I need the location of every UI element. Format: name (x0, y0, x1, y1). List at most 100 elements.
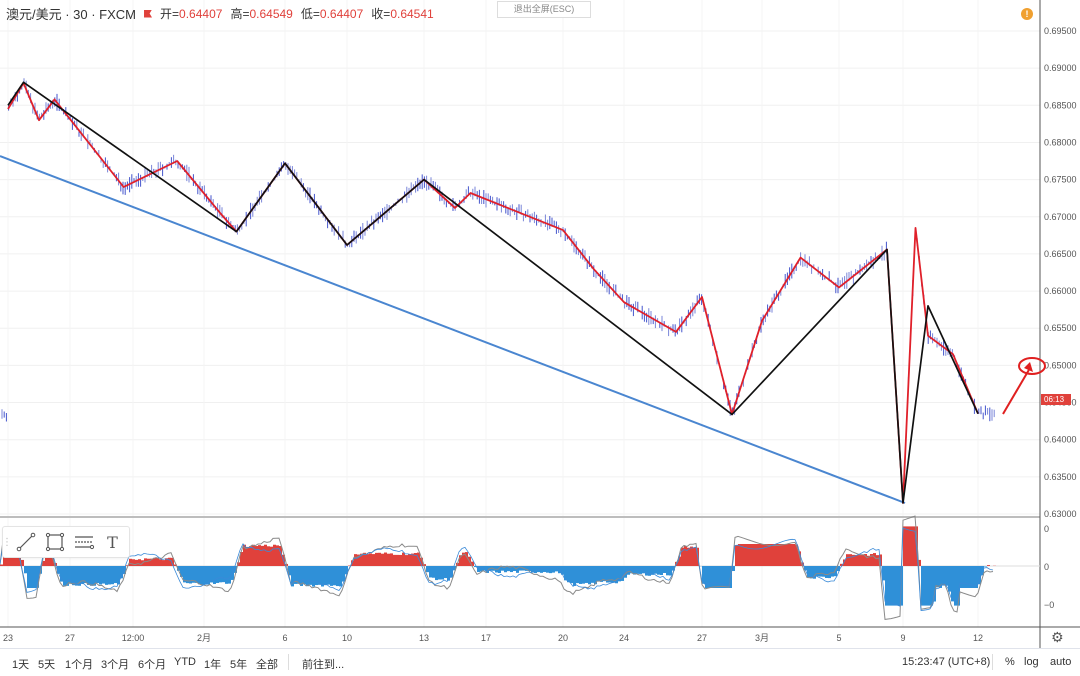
histogram-bar (930, 566, 933, 606)
histogram-bar (96, 566, 99, 583)
clock-timezone[interactable]: 15:23:47 (UTC+8) (902, 656, 990, 668)
histogram-bar (855, 555, 858, 566)
histogram-bar (573, 566, 576, 586)
histogram-bar (156, 558, 159, 566)
histogram-bar (396, 555, 399, 566)
histogram-bar (27, 566, 30, 588)
range-3m-button[interactable]: 3个月 (101, 656, 129, 672)
indicator-tick-label: 0 (1044, 524, 1049, 534)
histogram-bar (90, 566, 93, 586)
histogram-bar (621, 566, 624, 581)
price-tick-label: 0.63000 (1044, 509, 1077, 519)
price-tick-label: 0.66500 (1044, 249, 1077, 259)
histogram-bar (162, 560, 165, 566)
symbol-name[interactable]: 澳元/美元 · 30 · FXCM (6, 4, 136, 23)
histogram-bar (333, 566, 336, 585)
histogram-bar (549, 566, 552, 573)
histogram-bar (546, 566, 549, 573)
histogram-bar (987, 565, 990, 566)
range-ytd-button[interactable]: YTD (174, 656, 196, 668)
price-tick-label: 0.65500 (1044, 323, 1077, 333)
histogram-bar (117, 566, 120, 584)
histogram-bar (897, 566, 900, 606)
range-1m-button[interactable]: 1个月 (65, 656, 93, 672)
price-tick-label: 0.68000 (1044, 137, 1077, 147)
range-5d-button[interactable]: 5天 (38, 656, 55, 672)
time-tick-label: 2月 (197, 633, 211, 643)
percent-toggle[interactable]: % (1005, 656, 1015, 668)
rectangle-tool[interactable] (40, 528, 69, 556)
log-toggle[interactable]: log (1024, 656, 1039, 668)
time-tick-label: 12 (973, 633, 983, 643)
histogram-bar (324, 566, 327, 585)
grip-handle-icon[interactable]: ⋮ (3, 527, 11, 557)
histogram-bar (273, 545, 276, 566)
histogram-bar (99, 566, 102, 585)
histogram-bar (375, 553, 378, 566)
histogram-bar (336, 566, 339, 586)
price-tick-label: 0.69500 (1044, 26, 1077, 36)
goto-date-button[interactable]: 前往到... (302, 656, 344, 672)
range-1y-button[interactable]: 1年 (204, 656, 221, 672)
close-label: 收 (371, 7, 383, 21)
price-chart[interactable]: 0.695000.690000.685000.680000.675000.670… (0, 0, 1080, 648)
histogram-bar (330, 566, 333, 586)
histogram-bar (219, 566, 222, 582)
text-tool[interactable]: T (98, 528, 127, 556)
histogram-bar (261, 546, 264, 566)
trend-line-tool[interactable] (11, 528, 40, 556)
histogram-bar (33, 566, 36, 588)
range-6m-button[interactable]: 6个月 (138, 656, 166, 672)
histogram-bar (258, 545, 261, 566)
histogram-bar (315, 566, 318, 585)
auto-toggle[interactable]: auto (1050, 656, 1071, 668)
histogram-bar (894, 566, 897, 606)
histogram-bar (924, 566, 927, 606)
histogram-bar (669, 566, 672, 576)
histogram-bar (264, 545, 267, 566)
histogram-bar (135, 560, 138, 566)
histogram-bar (216, 566, 219, 583)
price-tick-label: 0.64000 (1044, 435, 1077, 445)
histogram-bar (660, 566, 663, 575)
histogram-bar (657, 566, 660, 575)
range-5y-button[interactable]: 5年 (230, 656, 247, 672)
time-tick-label: 23 (3, 633, 13, 643)
histogram-bar (972, 566, 975, 588)
time-tick-label: 12:00 (122, 633, 145, 643)
histogram-bar (201, 566, 204, 585)
histogram-bar (876, 555, 879, 566)
histogram-bar (588, 566, 591, 584)
alert-icon[interactable]: ! (1021, 8, 1033, 20)
histogram-bar (735, 546, 738, 566)
histogram-bar (312, 566, 315, 587)
exit-fullscreen-button[interactable]: 退出全屏(ESC) (497, 1, 591, 18)
histogram-bar (576, 566, 579, 583)
price-countdown-text: 06:13 (1044, 395, 1065, 404)
histogram-bar (147, 559, 150, 566)
time-tick-label: 3月 (755, 633, 769, 643)
histogram-bar (267, 546, 270, 566)
histogram-bar (885, 566, 888, 606)
low-value: 0.64407 (320, 7, 363, 21)
range-1d-button[interactable]: 1天 (12, 656, 29, 672)
histogram-bar (927, 566, 930, 606)
time-tick-label: 24 (619, 633, 629, 643)
histogram-bar (816, 566, 819, 576)
histogram-bar (441, 566, 444, 579)
settings-gear-icon[interactable]: ⚙ (1051, 629, 1064, 646)
histogram-bar (339, 566, 342, 586)
parallel-channel-tool[interactable] (69, 528, 98, 556)
drawing-toolbar: ⋮ T (2, 526, 130, 558)
range-all-button[interactable]: 全部 (256, 656, 278, 672)
bottom-toolbar: 1天 5天 1个月 3个月 6个月 YTD 1年 5年 全部 前往到... 15… (0, 648, 1080, 676)
price-tick-label: 0.63500 (1044, 472, 1077, 482)
histogram-bar (774, 544, 777, 566)
histogram-bar (708, 566, 711, 588)
histogram-bar (63, 566, 66, 586)
histogram-bar (105, 566, 108, 585)
histogram-bar (438, 566, 441, 580)
histogram-bar (648, 566, 651, 576)
flag-icon[interactable] (144, 10, 152, 18)
histogram-bar (390, 553, 393, 566)
